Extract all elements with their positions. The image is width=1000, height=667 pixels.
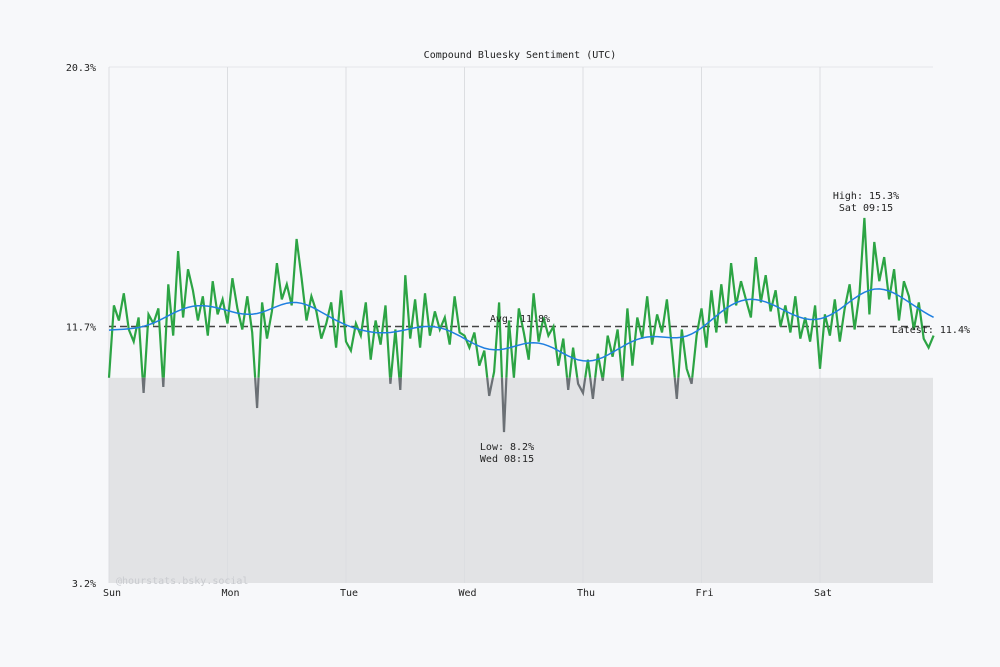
x-tick-label: Wed [459, 588, 477, 599]
x-axis: Sun Mon Tue Wed Thu Fri Sat [103, 588, 832, 599]
grid [108, 66, 933, 583]
trend-line [108, 288, 934, 362]
chart-title: Compound Bluesky Sentiment (UTC) [424, 50, 617, 61]
high-time-label: Sat 09:15 [839, 203, 893, 214]
low-time-label: Wed 08:15 [480, 454, 534, 465]
sentiment-series-positive [107, 217, 935, 378]
negative-band [109, 377, 933, 583]
x-tick-label: Tue [340, 588, 358, 599]
x-tick-label: Fri [696, 588, 714, 599]
x-tick-label: Sun [103, 588, 121, 599]
avg-label: Avg: 11.8% [490, 314, 550, 325]
watermark: @hourstats.bsky.social [116, 576, 248, 587]
y-tick-label: 11.7% [66, 323, 96, 334]
y-axis: 20.3% 11.7% 3.2% [66, 63, 96, 590]
y-tick-label: 20.3% [66, 63, 96, 74]
low-label: Low: 8.2% [480, 442, 534, 453]
x-tick-label: Mon [222, 588, 240, 599]
x-tick-label: Thu [577, 588, 595, 599]
high-label: High: 15.3% [833, 191, 899, 202]
y-tick-label: 3.2% [72, 579, 96, 590]
latest-label: Latest: 11.4% [892, 325, 970, 336]
x-tick-label: Sat [814, 588, 832, 599]
